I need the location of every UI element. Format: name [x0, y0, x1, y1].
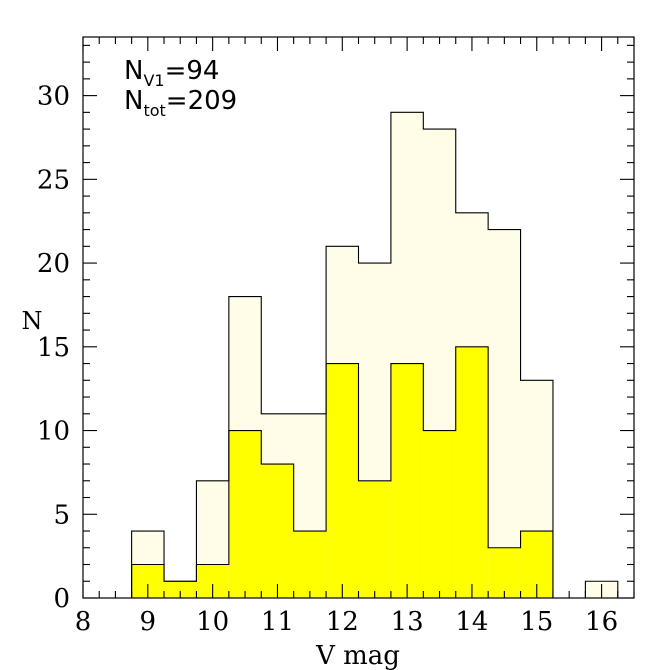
x-tick-label: 9 [140, 607, 157, 637]
bar-v1-1 [164, 581, 197, 598]
annotation-n-v1-base: N [124, 56, 143, 86]
x-tick-label: 14 [455, 607, 488, 637]
x-tick-label: 15 [520, 607, 553, 637]
bar-v1-5 [293, 531, 327, 598]
annotation-n-v1: NV1=94 [124, 56, 219, 90]
x-tick-label: 16 [585, 607, 618, 637]
x-axis-label: V mag [315, 641, 400, 670]
bar-v1-6 [326, 363, 359, 598]
bar-v1-10 [455, 346, 489, 598]
annotation-n-tot: Ntot=209 [124, 86, 237, 120]
y-tick-label: 25 [37, 165, 70, 195]
bar-v1-9 [423, 430, 456, 598]
outline-v1 [131, 346, 554, 598]
annotation-n-tot-value: =209 [166, 86, 237, 116]
x-tick-label: 11 [261, 607, 294, 637]
annotation-n-tot-sub: tot [143, 101, 165, 120]
y-tick-label: 5 [53, 500, 70, 530]
annotation-n-v1-value: =94 [165, 56, 220, 86]
tick-labels: 8 9 10 11 12 13 14 15 16 0 5 10 15 20 25 30 [37, 82, 618, 637]
y-tick-label: 15 [37, 333, 70, 363]
y-tick-label: 30 [37, 82, 70, 112]
x-tick-label: 10 [196, 607, 229, 637]
bar-total-11 [488, 229, 521, 598]
annotation-n-tot-base: N [124, 86, 143, 116]
annotation-n-v1-sub: V1 [143, 71, 164, 90]
histogram-fills [131, 112, 618, 598]
outline-total [131, 111, 619, 598]
histogram-outlines [131, 111, 619, 598]
bar-v1-3 [228, 430, 262, 598]
x-tick-label: 13 [391, 607, 424, 637]
y-axis-label: N [22, 307, 43, 335]
x-tick-label: 8 [75, 607, 92, 637]
y-tick-label: 10 [37, 417, 70, 447]
y-tick-label: 0 [53, 584, 70, 614]
bar-v1-4 [261, 464, 294, 598]
plot-frame [82, 36, 635, 599]
bar-v1-8 [390, 363, 424, 598]
y-tick-label: 20 [37, 249, 70, 279]
bar-v1-7 [358, 480, 391, 598]
x-tick-label: 12 [326, 607, 359, 637]
bar-v1-11 [488, 547, 521, 598]
